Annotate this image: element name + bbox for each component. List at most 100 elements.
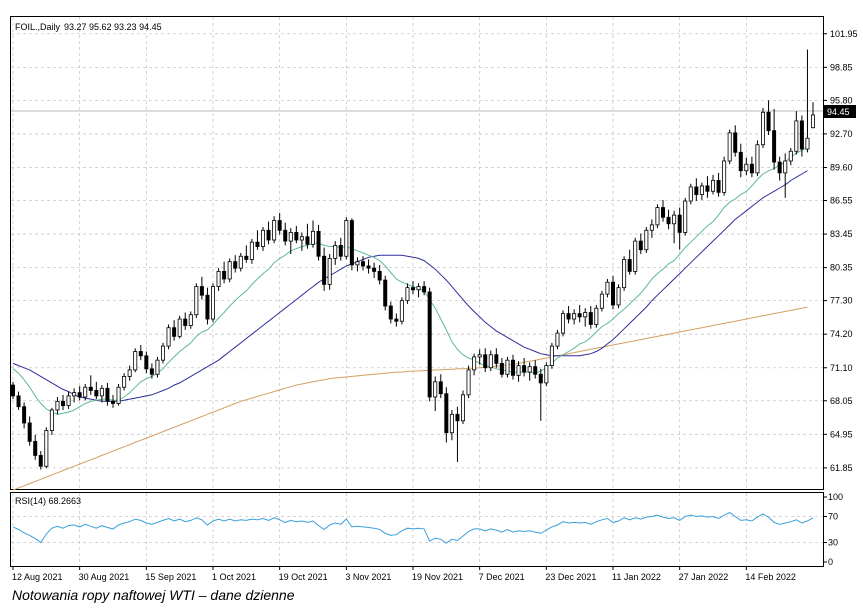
- date-tick-label: 30 Aug 2021: [79, 572, 130, 582]
- rsi-axis: 100 70 30 0: [823, 492, 843, 567]
- price-tick-label: 80.35: [830, 263, 853, 273]
- candle: [744, 157, 749, 176]
- candle: [105, 382, 110, 406]
- candle: [383, 275, 388, 311]
- candle: [238, 253, 243, 272]
- candle-body: [133, 351, 138, 371]
- candle: [144, 351, 149, 374]
- candle-body: [88, 386, 93, 391]
- candle-body: [472, 356, 477, 371]
- candle: [94, 381, 99, 400]
- candle-body: [16, 395, 21, 408]
- candle: [72, 388, 77, 403]
- candle-body: [222, 271, 227, 280]
- candle: [77, 386, 82, 401]
- price-tick-label: 101.95: [830, 29, 858, 39]
- candle-body: [633, 240, 638, 272]
- price-tick-label: 68.05: [830, 396, 853, 406]
- candle: [166, 324, 171, 350]
- candle-body: [555, 332, 560, 347]
- candle-body: [216, 271, 221, 287]
- candle-body: [527, 366, 532, 373]
- candle-body: [761, 111, 766, 146]
- candle-body: [661, 207, 666, 218]
- candle-body: [383, 279, 388, 307]
- chart-caption: Notowania ropy naftowej WTI – dane dzien…: [12, 587, 295, 603]
- candle-body: [744, 163, 749, 172]
- candle: [444, 387, 449, 443]
- candle-body: [649, 224, 654, 231]
- candle: [488, 350, 493, 371]
- price-tick-label: 83.45: [830, 229, 853, 239]
- candles: [10, 49, 816, 470]
- candle: [749, 156, 754, 178]
- candle-body: [194, 286, 199, 316]
- candle: [677, 207, 682, 250]
- candle-body: [410, 287, 415, 291]
- candle-body: [344, 220, 349, 257]
- candle-body: [677, 214, 682, 233]
- candle-body: [310, 230, 315, 245]
- candle-body: [733, 132, 738, 153]
- candle-body: [61, 400, 66, 407]
- candle-body: [188, 314, 193, 326]
- candle-body: [533, 366, 538, 375]
- candle: [49, 407, 54, 435]
- candle: [722, 156, 727, 196]
- candle: [433, 376, 438, 412]
- candle-body: [538, 373, 543, 384]
- date-tick-label: 1 Oct 2021: [212, 572, 256, 582]
- candle: [22, 402, 27, 429]
- candle: [716, 172, 721, 197]
- candle: [544, 362, 549, 387]
- candle: [227, 258, 232, 283]
- candle-body: [77, 392, 82, 398]
- candle: [499, 358, 504, 378]
- candle-body: [594, 307, 599, 325]
- candle-body: [583, 312, 588, 318]
- candle-body: [183, 318, 188, 326]
- candle-body: [244, 255, 249, 260]
- candle: [438, 374, 443, 399]
- candle: [555, 329, 560, 350]
- candle-body: [488, 354, 493, 369]
- candle-body: [605, 281, 610, 295]
- candle: [133, 348, 138, 373]
- candle-body: [716, 180, 721, 193]
- candle: [233, 255, 238, 273]
- candle: [516, 361, 521, 382]
- date-tick-label: 15 Sep 2021: [145, 572, 196, 582]
- candle: [205, 287, 210, 325]
- candle-body: [688, 186, 693, 202]
- candle-body: [127, 369, 132, 377]
- candle-body: [322, 255, 327, 285]
- candle-body: [616, 287, 621, 306]
- candle: [138, 345, 143, 361]
- candle: [510, 354, 515, 380]
- candle-body: [444, 393, 449, 434]
- candle: [688, 183, 693, 205]
- candle: [427, 287, 432, 402]
- candle-body: [799, 120, 804, 150]
- candle-body: [327, 258, 332, 285]
- price-tick-label: 61.85: [830, 463, 853, 473]
- candle: [455, 406, 460, 462]
- candle-body: [466, 369, 471, 396]
- price-tick-label: 92.70: [830, 129, 853, 139]
- candle-body: [399, 300, 404, 322]
- candle: [733, 125, 738, 157]
- candle-body: [272, 220, 277, 241]
- candle-body: [577, 313, 582, 318]
- candle: [366, 259, 371, 274]
- candle-body: [249, 241, 254, 260]
- candle-body: [38, 455, 43, 467]
- candle: [122, 373, 127, 391]
- candle: [61, 394, 66, 410]
- candle-body: [549, 345, 554, 366]
- candle-body: [83, 386, 88, 398]
- candle-body: [499, 363, 504, 375]
- candle-body: [27, 422, 32, 442]
- candle: [399, 297, 404, 325]
- candle-body: [749, 163, 754, 174]
